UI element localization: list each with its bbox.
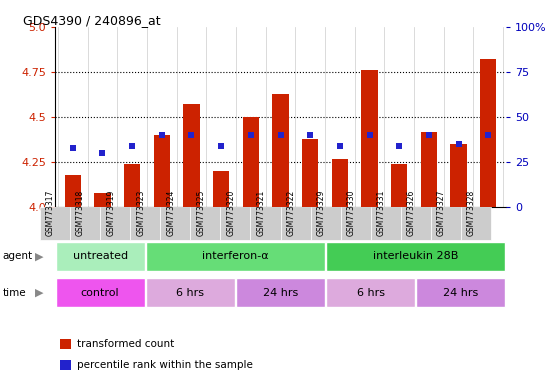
Bar — [59, 339, 71, 349]
Text: 24 hrs: 24 hrs — [443, 288, 478, 298]
Bar — [480, 60, 496, 207]
Point — [68, 145, 77, 151]
Bar — [243, 117, 259, 207]
Text: transformed count: transformed count — [76, 339, 174, 349]
Text: GSM773318: GSM773318 — [76, 190, 85, 236]
Bar — [332, 159, 348, 207]
Bar — [153, 135, 170, 207]
FancyBboxPatch shape — [146, 242, 325, 271]
Text: GSM773326: GSM773326 — [407, 190, 416, 236]
Text: GSM773330: GSM773330 — [346, 190, 356, 236]
Text: GSM773327: GSM773327 — [437, 190, 446, 236]
Text: 6 hrs: 6 hrs — [177, 288, 204, 298]
Point — [365, 132, 374, 138]
Text: GSM773320: GSM773320 — [227, 190, 235, 236]
Text: percentile rank within the sample: percentile rank within the sample — [76, 360, 252, 370]
Point — [484, 132, 493, 138]
Text: GSM773331: GSM773331 — [377, 190, 386, 236]
Bar — [421, 132, 437, 207]
Text: interleukin 28B: interleukin 28B — [373, 251, 459, 262]
Point — [157, 132, 166, 138]
Point — [454, 141, 463, 147]
Text: GSM773322: GSM773322 — [287, 190, 295, 236]
Text: GDS4390 / 240896_at: GDS4390 / 240896_at — [24, 14, 161, 27]
FancyBboxPatch shape — [56, 278, 145, 308]
Text: GSM773321: GSM773321 — [256, 190, 266, 236]
FancyBboxPatch shape — [146, 278, 235, 308]
Bar — [59, 360, 71, 370]
Text: control: control — [81, 288, 119, 298]
FancyBboxPatch shape — [56, 242, 145, 271]
Bar — [65, 175, 81, 207]
Point — [395, 143, 404, 149]
Bar — [391, 164, 408, 207]
Point — [276, 132, 285, 138]
Bar — [450, 144, 467, 207]
Bar — [213, 171, 229, 207]
Text: interferon-α: interferon-α — [202, 251, 269, 262]
Bar — [302, 139, 318, 207]
Bar — [361, 70, 378, 207]
Text: 24 hrs: 24 hrs — [263, 288, 298, 298]
FancyBboxPatch shape — [416, 278, 505, 308]
Point — [128, 143, 136, 149]
Text: GSM773323: GSM773323 — [136, 190, 145, 236]
Text: GSM773325: GSM773325 — [196, 190, 205, 236]
Text: 6 hrs: 6 hrs — [357, 288, 384, 298]
Text: time: time — [3, 288, 26, 298]
FancyBboxPatch shape — [326, 278, 415, 308]
Text: untreated: untreated — [73, 251, 128, 262]
Text: GSM773324: GSM773324 — [166, 190, 175, 236]
Point — [187, 132, 196, 138]
Text: GSM773329: GSM773329 — [317, 190, 326, 236]
Point — [98, 150, 107, 156]
FancyBboxPatch shape — [326, 242, 505, 271]
Point — [217, 143, 226, 149]
Bar — [124, 164, 140, 207]
Bar — [183, 104, 200, 207]
Text: GSM773319: GSM773319 — [106, 190, 115, 236]
Text: agent: agent — [3, 251, 33, 262]
Text: ▶: ▶ — [35, 251, 43, 262]
Point — [425, 132, 433, 138]
FancyBboxPatch shape — [236, 278, 325, 308]
Text: GSM773328: GSM773328 — [467, 190, 476, 236]
Point — [336, 143, 344, 149]
Text: GSM773317: GSM773317 — [46, 190, 55, 236]
Point — [306, 132, 315, 138]
Point — [246, 132, 255, 138]
Bar — [272, 94, 289, 207]
Text: ▶: ▶ — [35, 288, 43, 298]
Bar — [94, 193, 111, 207]
